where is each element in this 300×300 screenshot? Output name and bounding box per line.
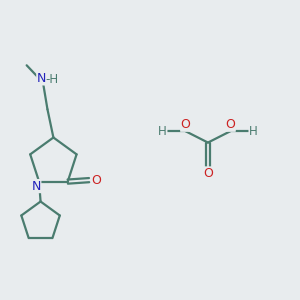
Text: N: N: [32, 180, 41, 193]
Text: O: O: [203, 167, 213, 180]
Text: O: O: [91, 174, 101, 187]
Text: H: H: [158, 125, 167, 138]
Text: -H: -H: [45, 74, 58, 86]
Text: H: H: [249, 125, 258, 138]
Text: N: N: [37, 72, 46, 85]
Text: O: O: [181, 118, 190, 131]
Text: O: O: [225, 118, 235, 131]
